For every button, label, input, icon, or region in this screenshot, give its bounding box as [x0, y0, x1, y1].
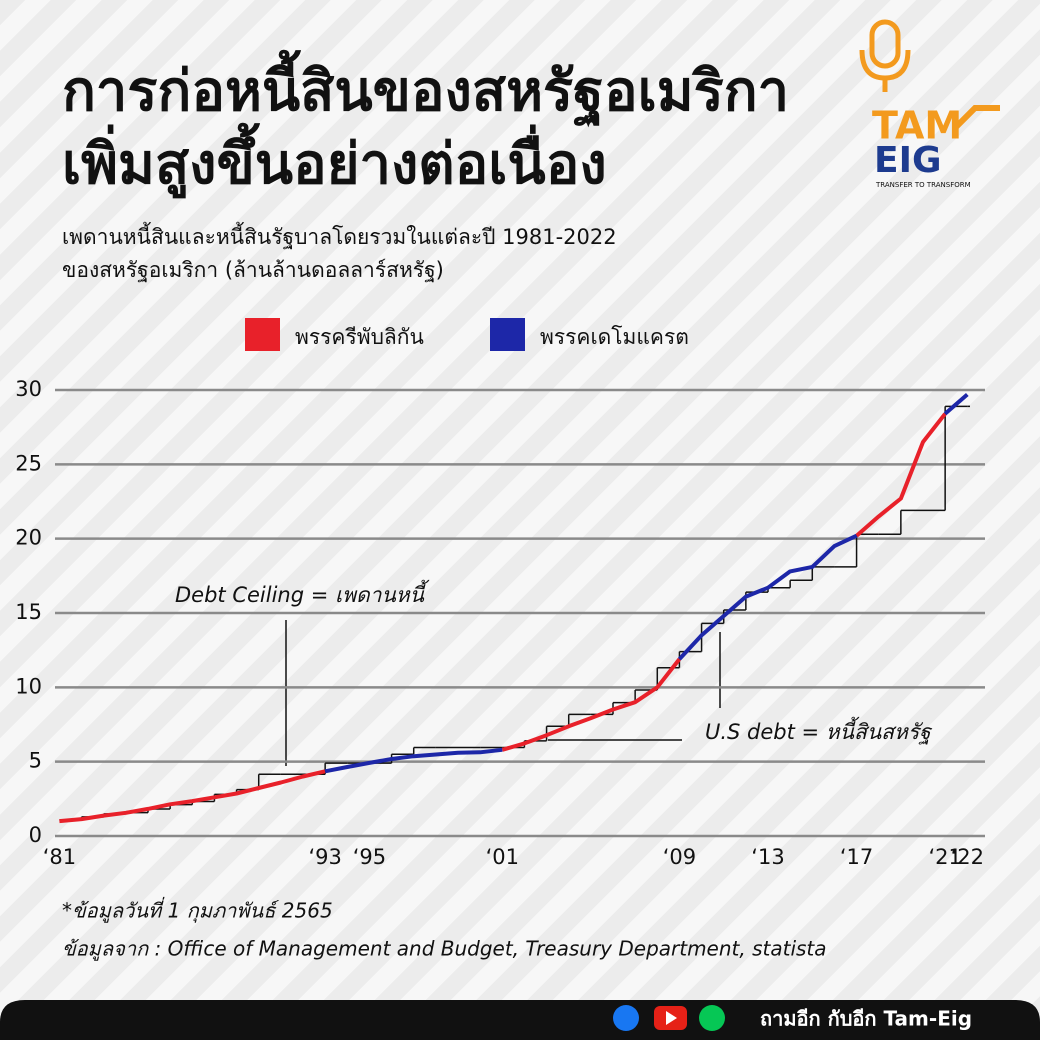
source: ข้อมูลจาก : Office of Management and Bud…: [62, 937, 827, 962]
logo: TAM EIG TRANSFER TO TRANSFORM: [859, 19, 1000, 189]
x-tick-label: ‘13: [751, 845, 784, 869]
logo-text: EIG: [874, 140, 942, 181]
y-tick-label: 30: [15, 377, 42, 401]
title: เพิ่มสูงขึ้นอย่างต่อเนื่อง: [62, 123, 607, 199]
note: *ข้อมูลวันที่ 1 กุมภาพันธ์ 2565: [62, 897, 333, 924]
y-tick-label: 5: [29, 749, 42, 773]
debt-line: [324, 392, 969, 774]
facebook-icon[interactable]: [613, 1005, 639, 1031]
youtube-play: [666, 1011, 677, 1025]
y-tick-label: 0: [29, 823, 42, 847]
annotation: Debt Ceiling = เพดานหนี้: [175, 579, 430, 607]
annotation: U.S debt = หนี้สินสหรัฐ: [705, 716, 933, 745]
legend-label: พรรคเดโมแครต: [540, 325, 689, 349]
x-tick-label: ‘21: [928, 845, 961, 869]
y-tick-label: 10: [15, 674, 42, 698]
x-tick-label: ‘95: [353, 845, 386, 869]
y-tick-label: 15: [15, 600, 42, 624]
x-tick-label: ‘09: [663, 845, 696, 869]
x-tick-label: ‘22: [951, 845, 984, 869]
footer-text: ถามอีก กับอีก Tam-Eig: [760, 1007, 972, 1031]
logo-text: TAM: [872, 104, 962, 148]
title: การก่อหนี้สินของสหรัฐอเมริกา: [62, 50, 789, 127]
y-tick-label: 20: [15, 526, 42, 550]
debt-line: [59, 412, 947, 824]
subtitle: เพดานหนี้สินและหนี้สินรัฐบาลโดยรวมในแต่ล…: [62, 222, 617, 249]
legend-swatch: [490, 318, 525, 351]
legend-label: พรรครีพับลิกัน: [295, 325, 424, 349]
line-icon[interactable]: [699, 1005, 725, 1031]
logo-tagline: TRANSFER TO TRANSFORM: [875, 181, 971, 189]
subtitle: ของสหรัฐอเมริกา (ล้านล้านดอลลาร์สหรัฐ): [62, 258, 444, 282]
legend-swatch: [245, 318, 280, 351]
y-tick-label: 25: [15, 451, 42, 475]
x-tick-label: ‘81: [43, 845, 76, 869]
x-tick-label: ‘01: [486, 845, 519, 869]
x-tick-label: ‘93: [308, 845, 341, 869]
footer-bar: [0, 1000, 1040, 1040]
x-tick-label: ‘17: [840, 845, 873, 869]
